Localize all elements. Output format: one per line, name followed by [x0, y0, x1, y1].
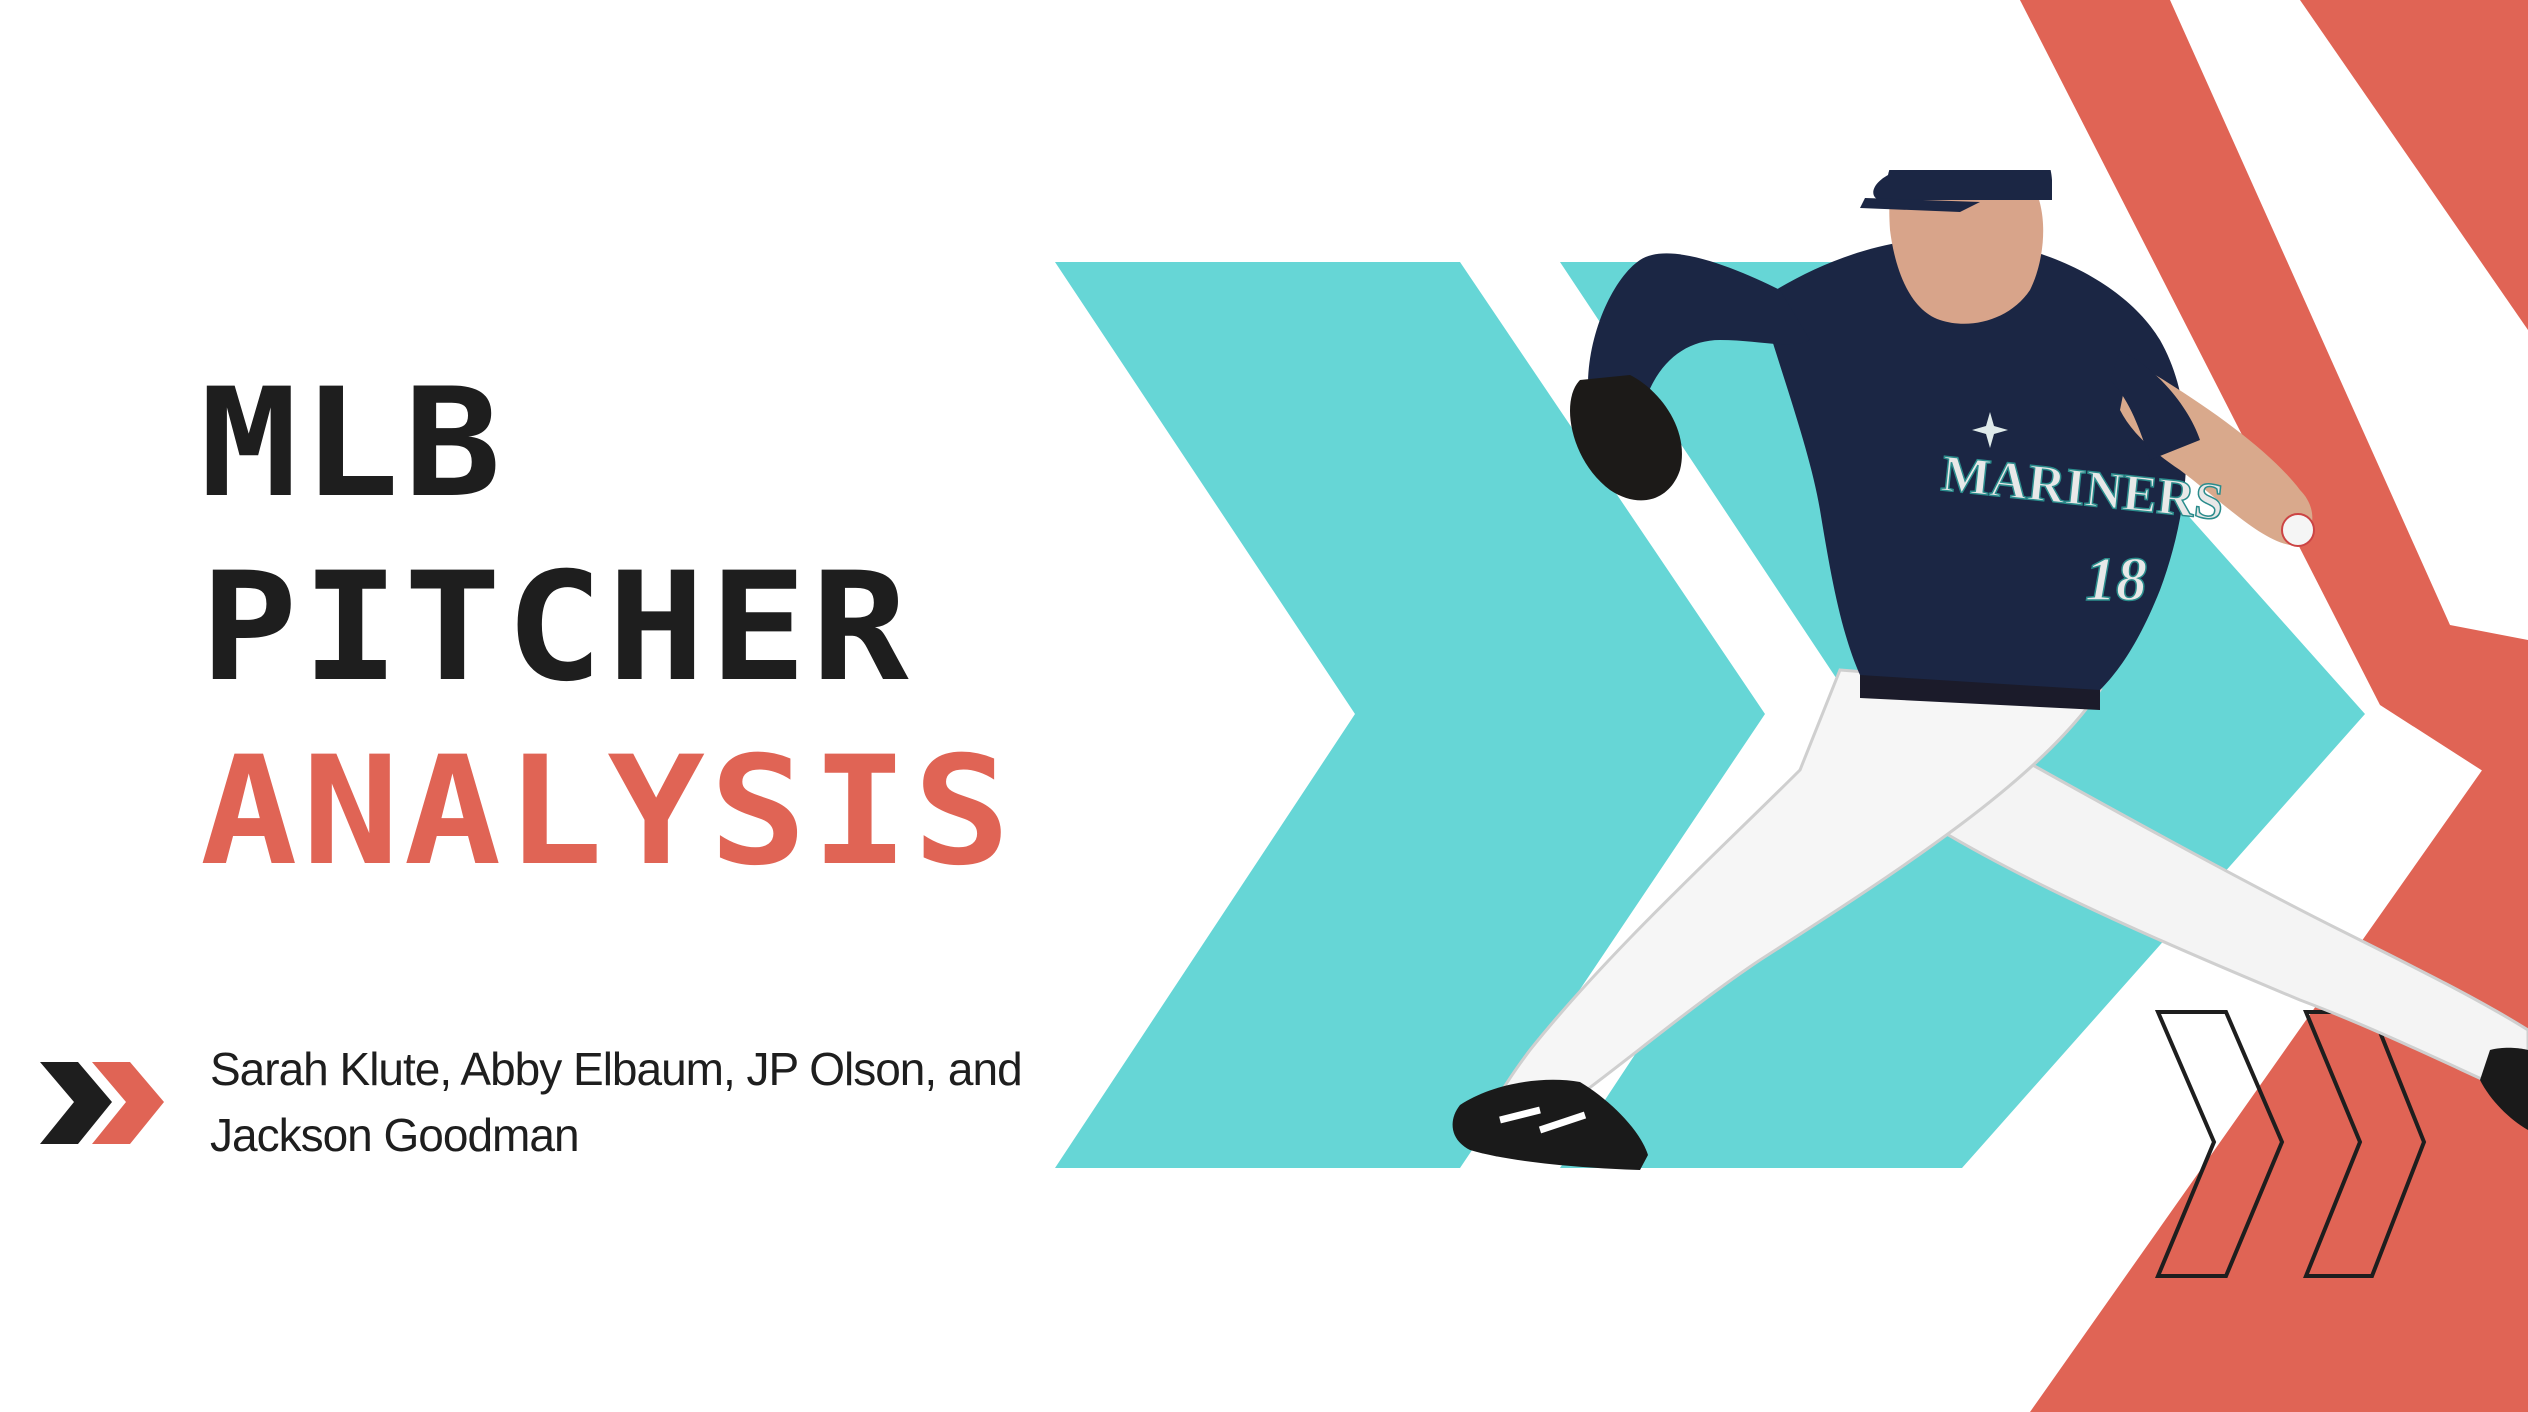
author-list: Sarah Klute, Abby Elbaum, JP Olson, and …: [210, 1036, 1150, 1168]
pitcher-glove-arm: [1588, 253, 1810, 420]
teal-chevron-shape: [1055, 262, 1765, 1168]
author-line-1: Sarah Klute, Abby Elbaum, JP Olson, and: [210, 1043, 1023, 1095]
shoe-stripes: [1499, 1106, 1587, 1134]
slide-title: MLB PITCHER ANALYSIS: [200, 352, 1200, 904]
author-line-2: Jackson Goodman: [210, 1109, 580, 1161]
compass-star-icon: [1972, 412, 2008, 448]
title-line-pitcher: PITCHER: [200, 541, 913, 715]
title-line-mlb: MLB: [200, 357, 506, 531]
pitcher-image: MARINERS 18: [1452, 170, 2528, 1170]
jersey-number-text: 18: [2085, 546, 2147, 614]
pitcher-cap: [1873, 170, 2052, 200]
coral-chevron-band: [2020, 0, 2528, 800]
pitcher-jersey: [1760, 238, 2187, 691]
pitcher-back-shoe: [2480, 1047, 2528, 1130]
pitcher-front-leg: [1488, 668, 2103, 1122]
title-line-analysis: ANALYSIS: [200, 725, 1015, 899]
pitcher-glove: [1570, 375, 1682, 501]
baseball: [2281, 513, 2315, 547]
double-chevron-icon: [40, 1062, 164, 1144]
cap-brim: [1860, 198, 1980, 212]
pitcher-sleeve: [2110, 350, 2200, 460]
coral-chevron-gap: [2170, 0, 2528, 640]
pitcher-back-leg: [1897, 686, 2528, 1102]
